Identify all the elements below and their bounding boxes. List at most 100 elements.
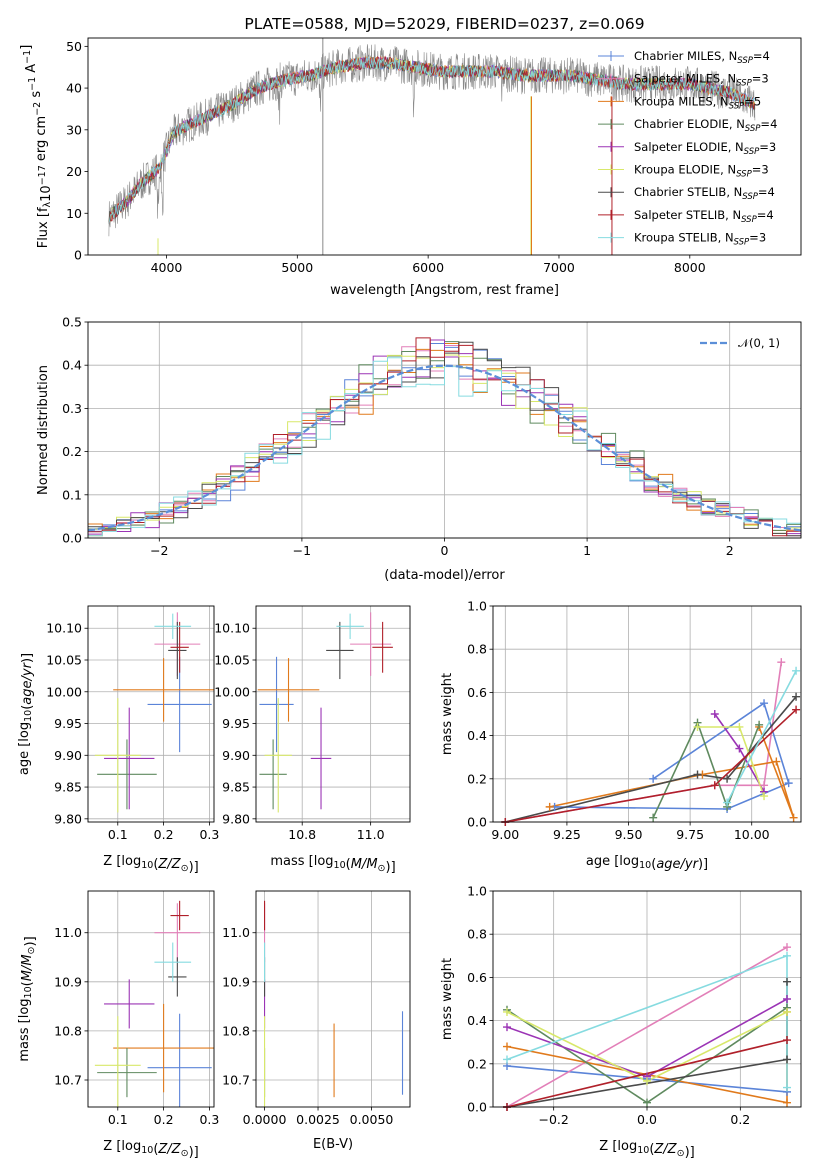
spectrum-y-axis-label: Flux [fλ10−17 erg cm−2 s−1 A−1] xyxy=(19,45,54,249)
y-tick-label: 0.4 xyxy=(467,728,487,743)
x-tick-label: 0.2 xyxy=(154,827,174,842)
weight-marker xyxy=(783,1055,791,1064)
y-tick-label: 50 xyxy=(66,39,82,54)
legend-sep: , xyxy=(720,163,727,177)
y-tick-label: 10.00 xyxy=(214,684,250,699)
weight-marker xyxy=(503,1055,511,1064)
weight-marker xyxy=(503,1042,511,1051)
y-tick-label: 10.05 xyxy=(46,653,82,668)
y-tick-label: 9.95 xyxy=(54,716,82,731)
age_vs_Z-x-axis-label: Z [log10(Z/Z⊙)] xyxy=(103,854,198,875)
y-tick-label: 1.0 xyxy=(467,599,487,614)
weight-marker xyxy=(783,1098,791,1107)
label-part: ] xyxy=(19,45,34,50)
y-tick-label: 10.10 xyxy=(214,621,250,636)
weight_vs_Z-axes: −0.2 0.0 0.2 0.0 0.2 0.4 0.6 0.8 1.0 xyxy=(467,884,801,1127)
label-part: age [log xyxy=(17,722,32,775)
x-tick-label: 9.25 xyxy=(553,827,581,842)
label-part: Z/Z xyxy=(157,1142,181,1157)
y-tick-label: 9.80 xyxy=(54,811,82,826)
x-tick-label: 9.75 xyxy=(676,827,704,842)
weight-marker xyxy=(784,779,793,788)
y-tick-label: 10.8 xyxy=(222,1023,250,1038)
weight-marker xyxy=(772,757,781,766)
y-tick-label: 0.6 xyxy=(467,685,487,700)
weight_vs_age-axes: 9.00 9.25 9.50 9.75 10.00 0.0 0.2 0.4 0.6 0.8 1.0 xyxy=(467,599,801,842)
weight-marker xyxy=(503,1007,511,1016)
legend-nssp-value: 3 xyxy=(769,140,776,154)
legend-sep: , xyxy=(721,49,728,63)
label-part: )] xyxy=(23,936,38,946)
x-tick-label: 10.00 xyxy=(734,827,770,842)
label-part: )] xyxy=(698,857,708,872)
label-part: 10 xyxy=(637,1145,649,1156)
weight-marker xyxy=(777,658,786,667)
legend-nssp-sub: SSP xyxy=(736,79,752,89)
y-tick-label: 1.0 xyxy=(467,884,487,899)
legend-sep: , xyxy=(713,94,720,108)
x-tick-label: −1 xyxy=(293,543,311,558)
legend-label: Chabrier ELODIE, NSSP=4 xyxy=(634,117,777,134)
legend-model-name: Kroupa ELODIE xyxy=(634,163,720,177)
age_vs_mass-x-axis-label: mass [log10(M/M⊙)] xyxy=(270,854,395,875)
label-part: Z [log xyxy=(103,1139,141,1154)
label-part: age [log xyxy=(586,854,639,869)
legend-model-name: Chabrier MILES xyxy=(634,49,721,63)
weight-marker xyxy=(710,781,719,790)
label-part: 10 xyxy=(334,860,346,871)
legend-model-name: Kroupa STELIB xyxy=(634,231,718,245)
mass_vs_Z-y-axis-label: mass [log10(M/M⊙)] xyxy=(17,936,38,1061)
x-tick-label: 4000 xyxy=(151,260,183,275)
legend-nssp-sub: SSP xyxy=(745,124,761,134)
legend-label: Kroupa STELIB, NSSP=3 xyxy=(634,231,766,248)
figure-title: PLATE=0588, MJD=52029, FIBERID=0237, z=0… xyxy=(244,15,644,33)
weight-marker xyxy=(503,1023,511,1032)
legend-eq: = xyxy=(759,140,769,154)
weight-marker xyxy=(735,744,744,753)
weight-line xyxy=(505,696,797,822)
weight-marker xyxy=(723,774,732,783)
legend-model-name: Salpeter STELIB xyxy=(634,208,725,222)
weight_vs_Z-x-axis-label: Z [log10(Z/Z⊙)] xyxy=(599,1139,694,1160)
label-part: ⊙ xyxy=(378,863,386,874)
label-part: Flux [f xyxy=(36,207,51,248)
weight-marker xyxy=(792,666,801,675)
mass_vs_Z-axes: 0.1 0.2 0.3 10.7 10.8 10.9 11.0 xyxy=(54,891,219,1127)
y-tick-label: 10.9 xyxy=(222,974,250,989)
legend-eq: = xyxy=(757,208,767,222)
weight-marker xyxy=(710,710,719,718)
x-tick-label: 0.1 xyxy=(108,1112,128,1127)
y-tick-label: 0.0 xyxy=(62,531,82,546)
legend-nssp-value: 5 xyxy=(754,94,761,108)
label-part: −17 xyxy=(37,165,48,185)
gaussian-curve xyxy=(88,364,801,532)
x-tick-label: 0.0025 xyxy=(296,1112,340,1127)
label-part: s xyxy=(29,91,44,102)
label-part: Z [log xyxy=(103,854,141,869)
legend-nssp-prefix: N xyxy=(729,49,738,63)
weight_vs_age-frame xyxy=(492,605,802,823)
x-tick-label: 2 xyxy=(726,543,734,558)
x-tick-label: 0.1 xyxy=(108,827,128,842)
x-tick-label: 10.8 xyxy=(288,827,316,842)
residuals-x-axis-label: (data-model)/error xyxy=(384,568,505,583)
weight-marker xyxy=(723,798,732,807)
weight-line xyxy=(726,670,797,803)
y-tick-label: 10 xyxy=(66,206,82,221)
label-part: M/M xyxy=(351,857,378,872)
weight-marker xyxy=(760,792,769,801)
legend-nssp-value: 3 xyxy=(761,163,768,177)
label-part: )] xyxy=(20,653,35,663)
weight-marker xyxy=(643,1077,651,1086)
y-tick-label: 0.6 xyxy=(467,970,487,985)
age_vs_mass-plot xyxy=(257,612,393,813)
legend-nssp-value: 3 xyxy=(759,231,766,245)
label-part: mass [log xyxy=(270,854,333,869)
legend-sep: , xyxy=(718,231,725,245)
label-part: ⊙ xyxy=(181,1148,189,1159)
y-tick-label: 11.0 xyxy=(54,925,82,940)
weight-marker xyxy=(783,951,791,960)
legend-nssp-sub: SSP xyxy=(729,101,745,111)
weight-marker xyxy=(649,774,658,783)
y-tick-label: 9.85 xyxy=(222,780,250,795)
